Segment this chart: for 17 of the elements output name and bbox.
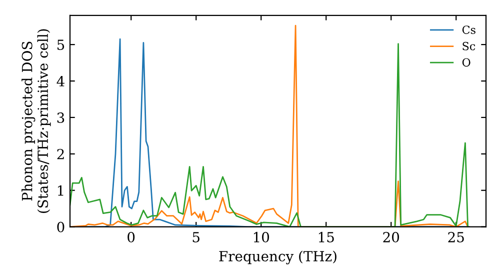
x-axis-title: Frequency (THz)	[219, 250, 336, 264]
x-tick-label: 5	[192, 232, 200, 242]
y-axis-title: Phonon projected DOS (States/THz·primitive cell)	[22, 29, 51, 213]
x-tick-label: 25	[448, 232, 464, 242]
x-tick-label: 20	[383, 232, 400, 242]
y-tick-label: 0	[57, 222, 64, 232]
x-tick-label: 0	[128, 232, 135, 242]
x-tick-label: 10	[254, 232, 270, 242]
legend-label: Cs	[462, 26, 476, 34]
y-tick-label: 2	[57, 148, 64, 160]
y-tick-label: 3	[57, 112, 64, 123]
y-tick-label: 4	[56, 76, 64, 86]
x-tick-label: 15	[318, 232, 334, 242]
legend-label: Sc	[462, 42, 476, 50]
y-tick-label: 5	[57, 40, 64, 50]
legend-label: O	[462, 58, 470, 67]
y-tick-label: 1	[58, 185, 64, 196]
